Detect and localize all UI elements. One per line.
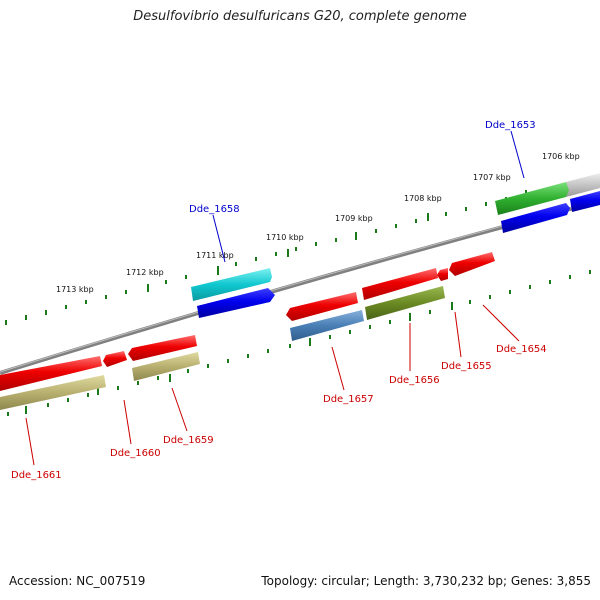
tick-label-1709: 1709 kbp (335, 214, 373, 223)
tick-label-1710: 1710 kbp (266, 233, 304, 242)
feature-red-dde1659 (128, 335, 197, 361)
gene-label-dde1659: Dde_1659 (163, 435, 214, 446)
feature-olive-dde1656 (365, 286, 445, 320)
feature-red-dde1656 (362, 268, 438, 300)
feature-red-dde1655 (437, 268, 448, 281)
gene-label-dde1655: Dde_1655 (441, 361, 492, 372)
tick-label-1713: 1713 kbp (56, 285, 94, 294)
feature-cyan-dde1658 (191, 268, 272, 301)
inner-tick-ring (7, 270, 591, 416)
feature-grey (566, 173, 600, 197)
feature-blue-dde1658 (197, 288, 275, 318)
feature-red-dde1654 (449, 252, 495, 276)
tick-label-1712: 1712 kbp (126, 268, 164, 277)
feature-khaki-dde1661 (0, 375, 106, 410)
tick-label-1708: 1708 kbp (404, 194, 442, 203)
tick-label-1706: 1706 kbp (542, 152, 580, 161)
gene-label-dde1653: Dde_1653 (485, 120, 536, 131)
genome-title: Desulfovibrio desulfuricans G20, complet… (133, 9, 467, 24)
tick-label-1711: 1711 kbp (196, 251, 234, 260)
feature-red-dde1657 (286, 292, 358, 321)
feature-red-dde1660 (103, 351, 127, 367)
feature-blue-right (570, 191, 600, 212)
accession-text: Accession: NC_007519 (9, 574, 146, 588)
gene-label-dde1654: Dde_1654 (496, 344, 547, 355)
gene-label-dde1661: Dde_1661 (11, 470, 62, 481)
label-leaders (25, 130, 525, 466)
gene-label-dde1660: Dde_1660 (110, 448, 161, 459)
genome-summary-text: Topology: circular; Length: 3,730,232 bp… (261, 574, 591, 588)
gene-label-dde1657: Dde_1657 (323, 394, 374, 405)
feature-blue-dde1653 (501, 203, 570, 233)
tick-label-1707: 1707 kbp (473, 173, 511, 182)
feature-red-dde1661 (0, 356, 102, 391)
feature-khaki-dde1659 (132, 352, 200, 381)
gene-label-dde1658: Dde_1658 (189, 204, 240, 215)
gene-label-dde1656: Dde_1656 (389, 375, 440, 386)
feature-green-dde1653 (495, 182, 569, 215)
feature-steel-dde1657 (290, 310, 364, 341)
